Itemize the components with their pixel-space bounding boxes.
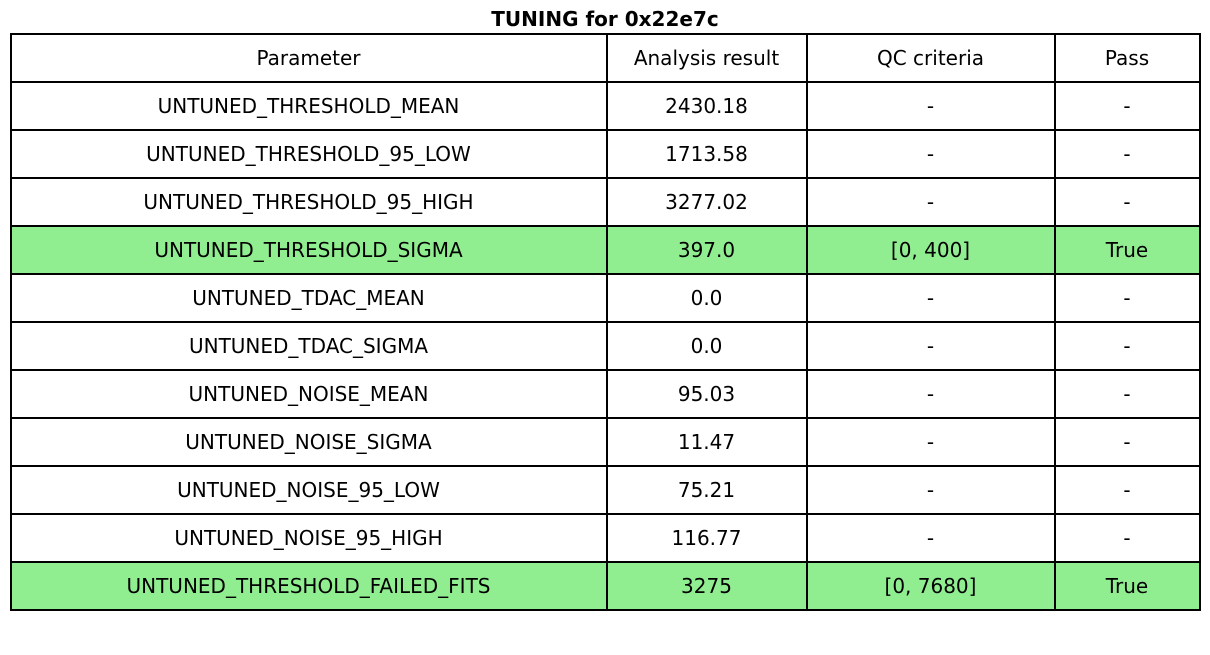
analysis-result-cell: 2430.18 [605,81,808,131]
qc-criteria-cell: - [805,513,1056,563]
table-row: UNTUNED_NOISE_MEAN 95.03- - [9,369,1201,419]
table-row: UNTUNED_TDAC_SIGMA 0.0- - [9,321,1201,371]
pass-cell: - [1053,417,1201,467]
analysis-result-cell: 116.77 [605,513,808,563]
qc-criteria-cell: - [805,465,1056,515]
qc-criteria-cell: - [805,129,1056,179]
parameter-cell: UNTUNED_TDAC_SIGMA [9,321,608,371]
parameter-cell: UNTUNED_NOISE_SIGMA [9,417,608,467]
table-row: UNTUNED_NOISE_SIGMA 11.47- - [9,417,1201,467]
pass-cell: - [1053,81,1201,131]
analysis-result-cell: 3275 [605,561,808,611]
table-body: UNTUNED_THRESHOLD_MEAN 2430.18- - UNTUNED_T… [9,81,1201,611]
table-row: UNTUNED_THRESHOLD_FAILED_FITS 3275 [0, 768… [9,561,1201,611]
table-header-row: Parameter Analysis result QC criteria Pa… [9,33,1201,83]
pass-cell: True [1053,225,1201,275]
qc-results-table: Parameter Analysis result QC criteria Pa… [9,33,1201,611]
parameter-cell: UNTUNED_THRESHOLD_MEAN [9,81,608,131]
table-row: UNTUNED_THRESHOLD_MEAN 2430.18- - [9,81,1201,131]
qc-criteria-cell: [0, 400] [805,225,1056,275]
qc-criteria-cell: - [805,417,1056,467]
parameter-cell: UNTUNED_THRESHOLD_95_HIGH [9,177,608,227]
analysis-result-cell: 11.47 [605,417,808,467]
analysis-result-cell: 397.0 [605,225,808,275]
analysis-result-cell: 1713.58 [605,129,808,179]
qc-criteria-cell: - [805,177,1056,227]
parameter-cell: UNTUNED_THRESHOLD_95_LOW [9,129,608,179]
analysis-result-cell: 0.0 [605,273,808,323]
column-header-qc-criteria: QC criteria [805,33,1056,83]
pass-cell: - [1053,321,1201,371]
pass-cell: - [1053,177,1201,227]
column-header-parameter: Parameter [9,33,608,83]
pass-cell: - [1053,513,1201,563]
parameter-cell: UNTUNED_THRESHOLD_FAILED_FITS [9,561,608,611]
qc-criteria-cell: - [805,369,1056,419]
parameter-cell: UNTUNED_NOISE_MEAN [9,369,608,419]
qc-criteria-cell: - [805,273,1056,323]
analysis-result-cell: 75.21 [605,465,808,515]
pass-cell: - [1053,273,1201,323]
parameter-cell: UNTUNED_TDAC_MEAN [9,273,608,323]
table-row: UNTUNED_NOISE_95_LOW 75.21- - [9,465,1201,515]
parameter-cell: UNTUNED_THRESHOLD_SIGMA [9,225,608,275]
table-row: UNTUNED_TDAC_MEAN 0.0- - [9,273,1201,323]
table-row: UNTUNED_THRESHOLD_SIGMA 397.0 [0, 400] True [9,225,1201,275]
qc-criteria-cell: [0, 7680] [805,561,1056,611]
table-row: UNTUNED_THRESHOLD_95_LOW 1713.58- - [9,129,1201,179]
pass-cell: - [1053,369,1201,419]
table-row: UNTUNED_THRESHOLD_95_HIGH 3277.02- - [9,177,1201,227]
page-title: TUNING for 0x22e7c [491,7,719,31]
column-header-pass: Pass [1053,33,1201,83]
qc-criteria-cell: - [805,81,1056,131]
pass-cell: - [1053,129,1201,179]
table-row: UNTUNED_NOISE_95_HIGH 116.77- - [9,513,1201,563]
parameter-cell: UNTUNED_NOISE_95_HIGH [9,513,608,563]
pass-cell: - [1053,465,1201,515]
pass-cell: True [1053,561,1201,611]
analysis-result-cell: 95.03 [605,369,808,419]
analysis-result-cell: 3277.02 [605,177,808,227]
qc-criteria-cell: - [805,321,1056,371]
analysis-result-cell: 0.0 [605,321,808,371]
parameter-cell: UNTUNED_NOISE_95_LOW [9,465,608,515]
column-header-analysis-result: Analysis result [605,33,808,83]
